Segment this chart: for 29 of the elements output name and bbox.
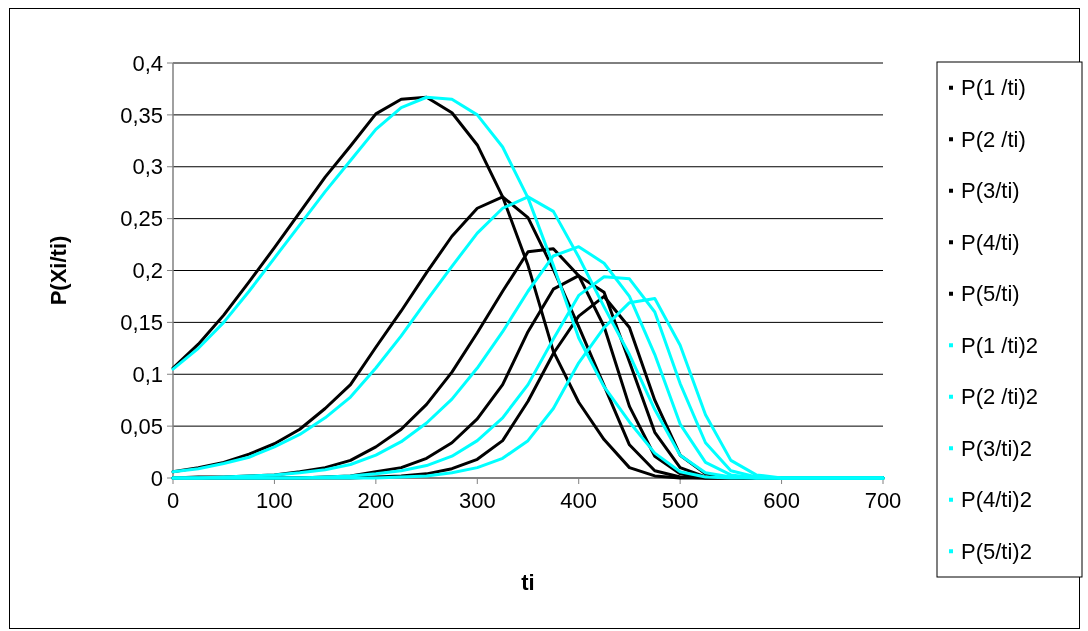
x-tick-label: 0	[166, 488, 180, 513]
x-tick-label: 300	[458, 488, 496, 513]
y-tick-label: 0,15	[120, 310, 163, 336]
legend-label: P(5/ti)	[961, 281, 1020, 307]
x-tick-label: 200	[357, 488, 395, 513]
y-tick-label: 0,3	[132, 154, 163, 180]
x-axis-title: ti	[521, 570, 535, 595]
y-tick-label: 0	[150, 465, 163, 491]
x-tick-label: 700	[864, 488, 902, 513]
y-tick-label: 0,05	[120, 413, 163, 439]
legend-label: P(5/ti)2	[961, 538, 1032, 564]
y-tick-label: 0,2	[132, 258, 163, 284]
legend-label: P(2 /ti)2	[961, 384, 1039, 410]
legend-label: P(1 /ti)2	[961, 332, 1039, 358]
legend-label: P(1 /ti)	[961, 75, 1026, 101]
legend-label: P(4/ti)2	[961, 487, 1032, 513]
x-tick-label: 400	[560, 488, 598, 513]
legend-label: P(2 /ti)	[961, 126, 1026, 152]
x-tick-label: 500	[661, 488, 699, 513]
x-tick-label: 100	[256, 488, 293, 513]
y-tick-label: 0,1	[132, 361, 163, 387]
x-tick-label: 600	[763, 488, 800, 513]
y-tick-label: 0,4	[132, 50, 163, 76]
y-tick-label: 0,25	[120, 206, 163, 232]
legend-label: P(4/ti)	[961, 229, 1020, 255]
legend-label: P(3/ti)	[961, 178, 1020, 204]
y-axis-title: P(Xi/ti)	[46, 235, 71, 306]
y-tick-label: 0,35	[120, 102, 163, 128]
legend-label: P(3/ti)2	[961, 435, 1032, 461]
